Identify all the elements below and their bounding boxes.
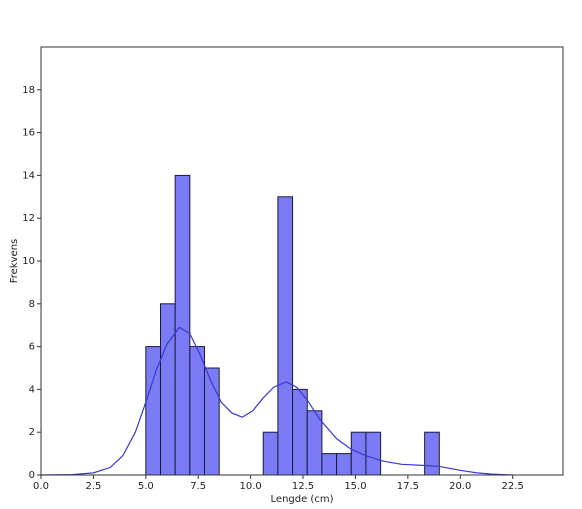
y-tick-label: 0 <box>29 470 35 481</box>
x-axis-label: Lengde (cm) <box>271 494 334 505</box>
bar <box>350 431 367 476</box>
plot-frame <box>40 46 564 476</box>
bar <box>306 410 323 476</box>
x-tick-label: 2.5 <box>85 481 101 492</box>
bar <box>174 174 191 476</box>
y-tick-label: 10 <box>22 256 35 267</box>
x-tick-label: 10.0 <box>240 481 262 492</box>
kde-line <box>40 326 513 476</box>
bar <box>277 196 294 476</box>
bar <box>292 388 308 476</box>
x-tick-label: 17.5 <box>397 481 419 492</box>
y-tick-label: 4 <box>29 384 35 395</box>
bar <box>321 453 338 476</box>
y-tick-label: 8 <box>29 299 35 310</box>
bar <box>365 431 382 476</box>
y-tick-label: 16 <box>22 128 35 139</box>
x-tick-label: 7.5 <box>190 481 206 492</box>
x-tick-label: 22.5 <box>502 481 524 492</box>
y-tick-label: 18 <box>22 85 35 96</box>
bar <box>189 346 206 476</box>
bar <box>262 431 279 476</box>
x-tick-label: 0.0 <box>33 481 49 492</box>
bar <box>159 303 176 476</box>
x-tick-label: 15.0 <box>344 481 366 492</box>
y-tick-label: 14 <box>22 170 35 181</box>
y-tick-label: 6 <box>29 342 35 353</box>
x-tick-label: 20.0 <box>449 481 471 492</box>
y-axis-label: Frekvens <box>9 239 20 283</box>
y-tick-label: 2 <box>29 427 35 438</box>
x-tick-label: 5.0 <box>138 481 154 492</box>
bar <box>424 431 440 476</box>
bar <box>336 453 352 476</box>
x-tick-label: 12.5 <box>292 481 314 492</box>
y-tick-label: 12 <box>22 213 35 224</box>
